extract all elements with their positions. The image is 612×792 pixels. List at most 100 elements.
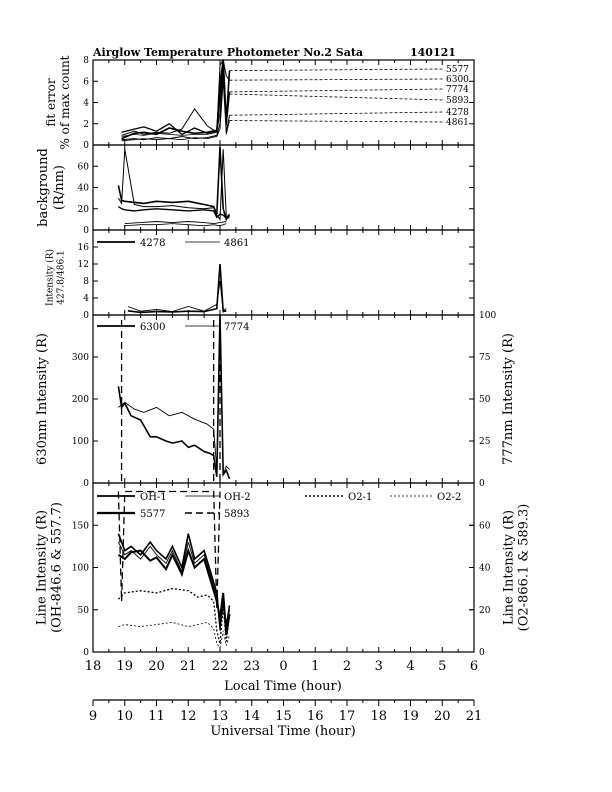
line-O2-1 xyxy=(117,587,231,644)
ut-tick-label: 18 xyxy=(370,709,387,724)
local-time-tick-label: 19 xyxy=(116,659,133,674)
y-tick-label-right: 100 xyxy=(479,311,496,321)
y-tick-label-right: 0 xyxy=(479,479,485,489)
local-time-tick-label: 2 xyxy=(343,659,351,674)
background-line xyxy=(124,223,227,227)
y-tick-label: 300 xyxy=(72,353,89,363)
local-time-tick-label: 18 xyxy=(85,659,102,674)
ut-tick-label: 16 xyxy=(307,709,324,724)
local-time-tick-label: 22 xyxy=(212,659,229,674)
y-tick-label: 6 xyxy=(83,77,89,87)
legend-label-O2-1: O2-1 xyxy=(348,492,372,503)
y-tick-label: 16 xyxy=(78,243,90,253)
leader-line xyxy=(229,93,445,101)
ut-tick-label: 19 xyxy=(402,709,419,724)
local-time-tick-label: 4 xyxy=(406,659,414,674)
y-tick-label-right: 25 xyxy=(479,437,491,447)
y-tick-label: 200 xyxy=(72,395,89,405)
y-axis-label: fit error xyxy=(44,78,58,126)
panel-frame xyxy=(92,59,475,146)
ut-tick-label: 9 xyxy=(89,709,97,724)
leader-line xyxy=(229,88,445,93)
fit-error-line-4861 xyxy=(121,81,230,142)
panel-frame xyxy=(92,314,475,484)
y-tick-label: 40 xyxy=(78,184,90,194)
local-time-tick-label: 20 xyxy=(148,659,165,674)
y-tick-label: 8 xyxy=(83,277,89,287)
y-tick-label: 2 xyxy=(83,120,89,130)
end-label-4278: 4278 xyxy=(446,108,469,118)
local-time-tick-label: 5 xyxy=(438,659,446,674)
ut-tick-label: 20 xyxy=(434,709,451,724)
background-line xyxy=(117,147,231,222)
legend-label-4861: 4861 xyxy=(224,238,249,249)
fit-error-line-4278 xyxy=(121,70,230,141)
fit-error-line-5577 xyxy=(121,59,231,140)
leader-line xyxy=(229,68,445,72)
legend-label-4278: 4278 xyxy=(140,238,165,249)
local-time-tick-label: 1 xyxy=(311,659,319,674)
y-tick-label: 0 xyxy=(83,141,89,151)
line-OH-1 xyxy=(117,533,231,627)
intensity-line-4278 xyxy=(127,263,227,314)
legend-label-OH-1: OH-1 xyxy=(140,492,167,503)
line-5893 xyxy=(117,490,221,610)
ut-tick-label: 10 xyxy=(116,709,133,724)
panel-background: 0 20 40 60 background (R/nm) xyxy=(36,144,475,236)
leader-line xyxy=(229,120,445,123)
y-tick-label: 0 xyxy=(83,479,89,489)
background-line xyxy=(117,149,230,221)
intensity-line-4861 xyxy=(127,280,227,313)
ut-axis-label: Universal Time (hour) xyxy=(210,724,355,739)
y-axis-label-right: Line Intensity (R) xyxy=(502,510,517,625)
local-time-tick-label: 3 xyxy=(375,659,383,674)
y-tick-label-right: 20 xyxy=(479,606,491,616)
y-tick-label: 60 xyxy=(78,162,90,172)
y-tick-label: 150 xyxy=(72,521,89,531)
line-6300 xyxy=(117,314,231,480)
local-time-tick-label: 21 xyxy=(180,659,197,674)
legend-label-5577: 5577 xyxy=(140,509,165,520)
y-tick-label-right: 75 xyxy=(479,353,491,363)
fit-error-line-5893 xyxy=(121,62,230,137)
y-tick-label: 8 xyxy=(83,56,89,66)
y-tick-label: 0 xyxy=(83,226,89,236)
end-label-5893: 5893 xyxy=(446,96,469,106)
end-label-4861: 4861 xyxy=(446,118,469,128)
ut-tick-label: 11 xyxy=(148,709,165,724)
y-tick-label-right: 50 xyxy=(479,395,491,405)
chart-title: Airglow Temperature Photometer No.2 Sata xyxy=(92,46,363,59)
fit-error-line-7774 xyxy=(121,59,231,136)
y-axis-label: (R/nm) xyxy=(52,165,67,210)
y-tick-label: 0 xyxy=(83,311,89,321)
panel-frame xyxy=(92,144,475,231)
legend-label-7774: 7774 xyxy=(224,322,249,333)
panel-fit-error: 0 2 4 6 8 fit error% of max count 557763007774… xyxy=(44,55,475,151)
panel-intensity-427-486: 0 4 8 12 16 Intensity (R) 427.8/486.1 4278 4861 xyxy=(45,229,475,321)
panel-630-777: 0 100 200 300 0 25 50 75 100 630nm Intensity (R) 7… xyxy=(35,311,516,489)
line-7774 xyxy=(118,314,230,475)
y-tick-label: 50 xyxy=(78,606,90,616)
y-tick-label: 0 xyxy=(83,648,89,658)
legend-label-OH-2: OH-2 xyxy=(224,492,251,503)
y-axis-label-left: (OH-846.6 & 557.7) xyxy=(50,502,65,633)
ut-tick-label: 17 xyxy=(339,709,356,724)
y-axis-label-right: (O2-866.1 & 589.3) xyxy=(517,504,532,632)
line-O2-2 xyxy=(118,621,230,649)
y-axis-label: % of max count xyxy=(58,55,72,149)
y-axis-label-right: 777nm Intensity (R) xyxy=(501,333,516,465)
y-tick-label: 20 xyxy=(78,205,90,215)
y-tick-label-right: 0 xyxy=(479,648,485,658)
y-axis-label-left: 630nm Intensity (R) xyxy=(35,333,50,465)
chart-date: 140121 xyxy=(410,46,456,59)
legend-label-5893: 5893 xyxy=(224,509,249,520)
background-line xyxy=(124,221,227,225)
local-time-tick-label: 23 xyxy=(243,659,260,674)
local-time-axis-label: Local Time (hour) xyxy=(224,679,342,694)
leader-line xyxy=(229,78,445,81)
ut-tick-label: 21 xyxy=(466,709,483,724)
line-OH-2 xyxy=(117,541,230,631)
line-5577 xyxy=(117,547,231,636)
y-axis-label: Intensity (R) xyxy=(45,249,56,306)
